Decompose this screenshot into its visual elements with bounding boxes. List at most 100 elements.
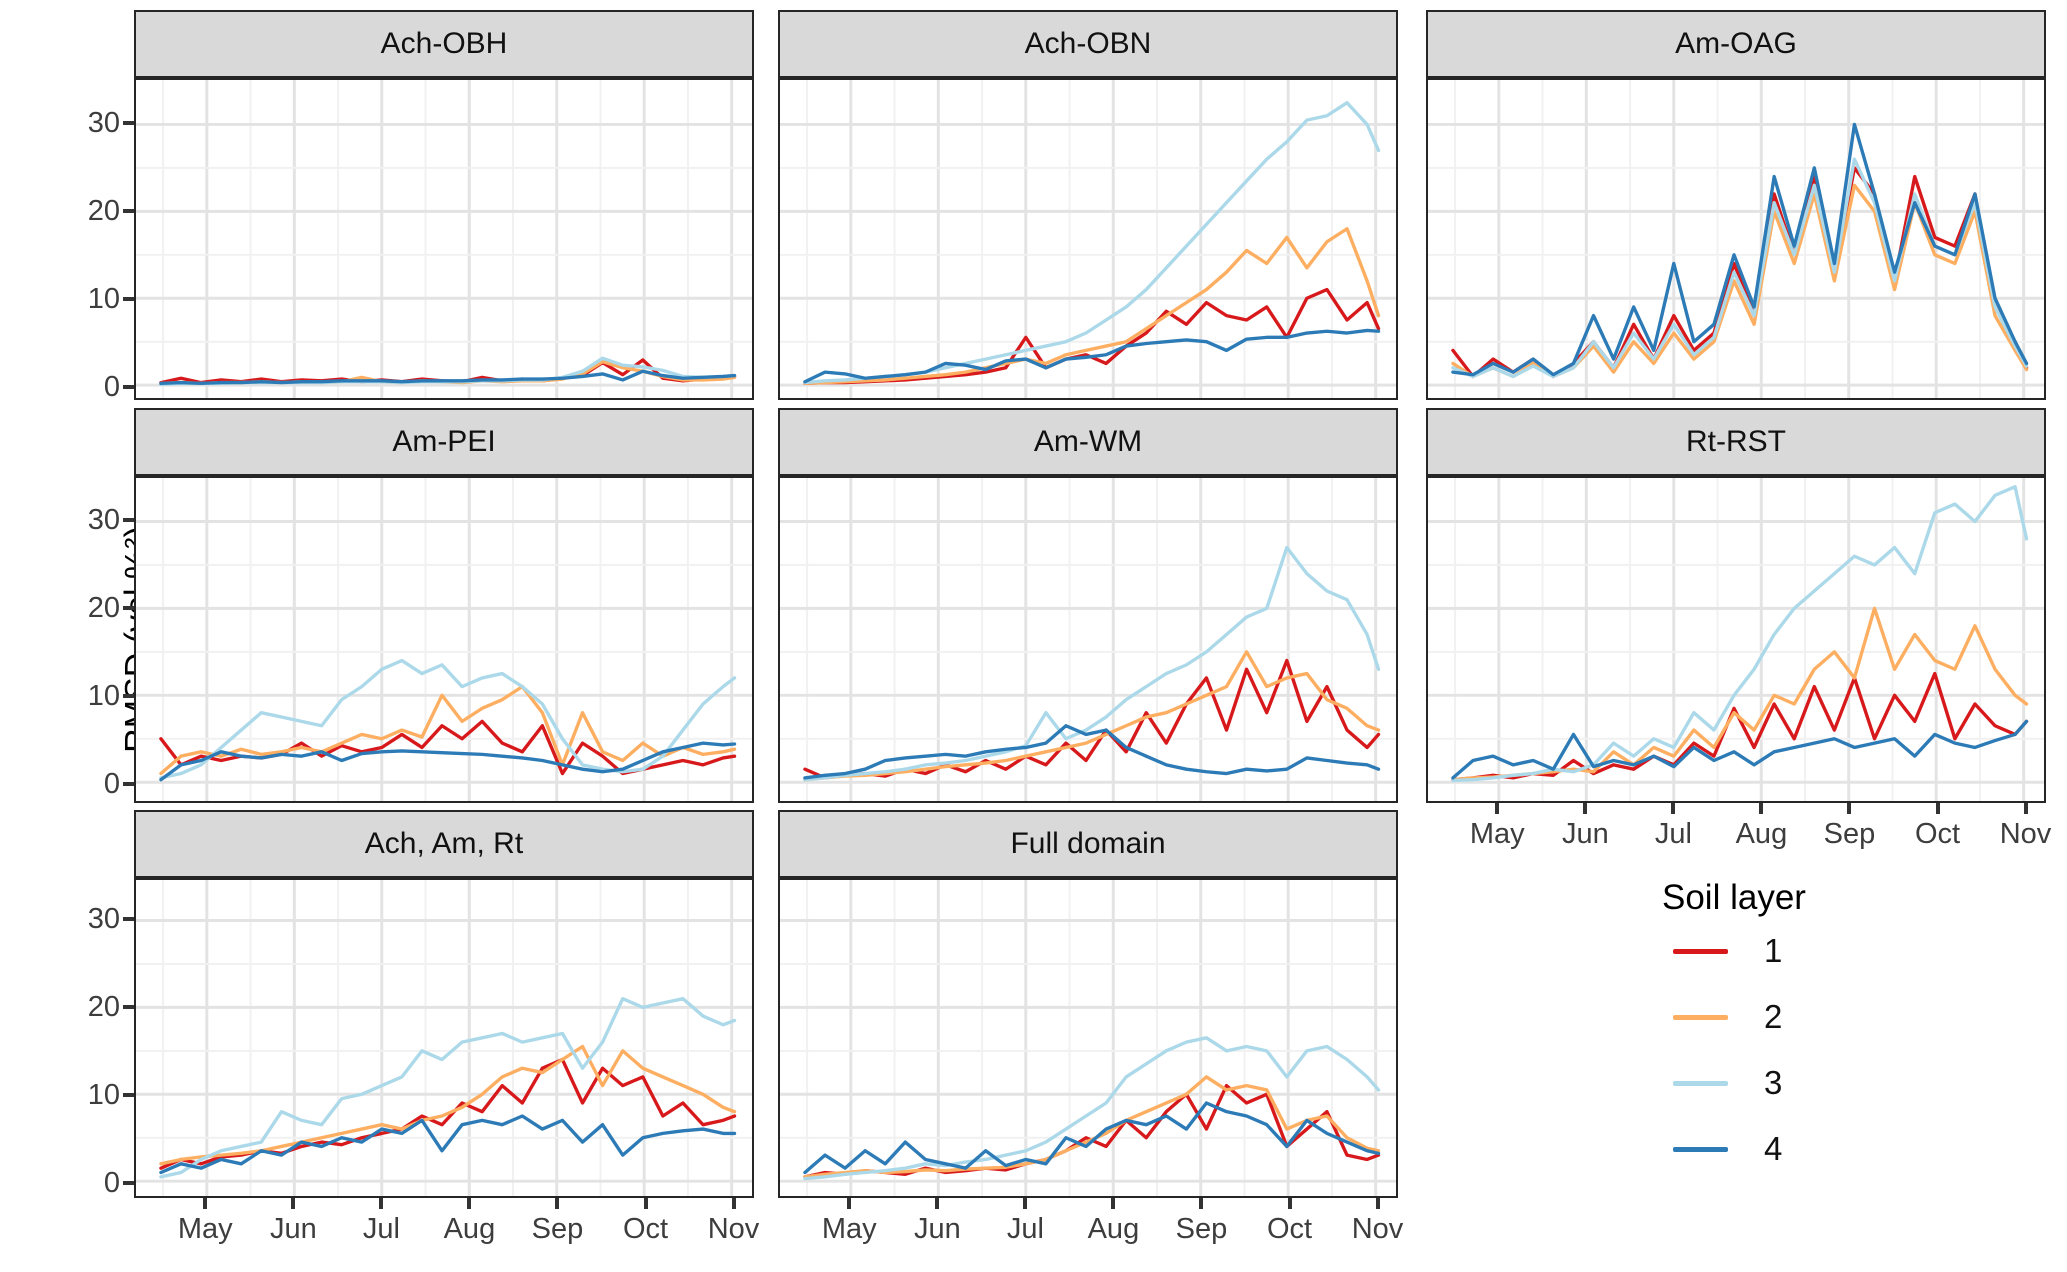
- x-tick-label: Jul: [362, 1213, 400, 1245]
- x-tick-mark: [1583, 803, 1588, 814]
- panel-plot-am-wm: [778, 476, 1398, 803]
- panel-strip-am-oag: Am-OAG: [1426, 10, 2046, 78]
- legend-label: 2: [1764, 998, 1783, 1035]
- legend-label: 1: [1764, 932, 1783, 969]
- y-tick-label: 10: [87, 283, 120, 315]
- x-tick-label: Oct: [1266, 1213, 1313, 1245]
- x-tick-label: May: [1469, 818, 1525, 850]
- x-tick-label: Sep: [1823, 818, 1876, 850]
- y-tick-mark: [123, 1093, 134, 1097]
- panel-title: Ach-OBN: [1024, 27, 1152, 60]
- x-tick-mark: [847, 1198, 852, 1209]
- legend-entry-layer-3: 3: [1630, 1050, 2050, 1116]
- series-line-layer-3: [1451, 485, 2029, 783]
- x-tick-mark: [1847, 803, 1852, 814]
- x-tick-label: Nov: [707, 1213, 760, 1245]
- y-tick-label: 30: [87, 903, 120, 935]
- series-line-layer-4: [159, 369, 737, 386]
- panel-title: Ach, Am, Rt: [364, 827, 524, 860]
- y-tick-label: 0: [103, 1167, 120, 1199]
- x-tick-mark: [379, 1198, 384, 1209]
- y-tick-label: 30: [87, 504, 120, 536]
- x-tick-label: Jun: [269, 1213, 317, 1245]
- y-tick-mark: [123, 782, 134, 786]
- y-tick-mark: [123, 518, 134, 522]
- legend-entry-layer-4: 4: [1630, 1116, 2050, 1182]
- series-line-layer-4: [803, 1101, 1381, 1175]
- x-tick-label: Oct: [622, 1213, 669, 1245]
- series-line-layer-3: [159, 658, 737, 780]
- x-tick-mark: [2023, 803, 2028, 814]
- series-line-layer-2: [803, 1075, 1381, 1179]
- x-tick-mark: [1199, 1198, 1204, 1209]
- series-line-layer-2: [803, 650, 1381, 782]
- y-tick-label: 20: [87, 195, 120, 227]
- x-tick-mark: [1495, 803, 1500, 814]
- panel-title: Am-PEI: [392, 425, 496, 458]
- y-tick-mark: [123, 917, 134, 921]
- x-tick-label: Jul: [1654, 818, 1692, 850]
- panel-title: Full domain: [1010, 827, 1166, 860]
- x-tick-label: Sep: [531, 1213, 584, 1245]
- panel-plot-rt-rst: [1426, 476, 2046, 803]
- panel-strip-ach-obn: Ach-OBN: [778, 10, 1398, 78]
- y-tick-label: 0: [103, 768, 120, 800]
- panel-strip-ach-am-rt: Ach, Am, Rt: [134, 810, 754, 878]
- series-line-layer-2: [159, 684, 737, 776]
- legend-entries: 1 2 3 4: [1630, 918, 2050, 1182]
- x-tick-label: May: [821, 1213, 877, 1245]
- y-tick-mark: [123, 121, 134, 125]
- series-line-layer-4: [1451, 122, 2029, 377]
- panel-plot-am-oag: [1426, 78, 2046, 400]
- legend-key-line-icon: [1673, 1146, 1728, 1152]
- x-tick-mark: [467, 1198, 472, 1209]
- series-line-layer-4: [159, 741, 737, 782]
- panel-plot-ach-obh: [134, 78, 754, 400]
- series-line-layer-3: [803, 101, 1381, 385]
- x-tick-mark: [1671, 803, 1676, 814]
- legend-title: Soil layer: [1662, 878, 1806, 917]
- y-tick-mark: [123, 1005, 134, 1009]
- x-tick-mark: [643, 1198, 648, 1209]
- y-tick-mark: [123, 385, 134, 389]
- legend-entry-layer-2: 2: [1630, 984, 2050, 1050]
- x-tick-mark: [1111, 1198, 1116, 1209]
- legend-label: 3: [1764, 1064, 1783, 1101]
- panel-plot-ach-obn: [778, 78, 1398, 400]
- legend-soil-layer: Soil layer 1 2 3 4: [1630, 878, 2050, 1182]
- x-tick-mark: [935, 1198, 940, 1209]
- panel-title: Ach-OBH: [380, 27, 508, 60]
- panel-strip-rt-rst: Rt-RST: [1426, 408, 2046, 476]
- panel-title: Rt-RST: [1686, 425, 1786, 458]
- legend-key-line-icon: [1673, 948, 1728, 954]
- x-tick-label: Aug: [1735, 818, 1788, 850]
- y-tick-label: 10: [87, 1079, 120, 1111]
- legend-key-line-icon: [1673, 1014, 1728, 1020]
- y-tick-label: 20: [87, 592, 120, 624]
- x-tick-mark: [555, 1198, 560, 1209]
- legend-label: 4: [1764, 1130, 1783, 1167]
- x-tick-mark: [731, 1198, 736, 1209]
- series-line-layer-4: [1451, 719, 2029, 780]
- panel-title: Am-OAG: [1675, 27, 1797, 60]
- y-tick-mark: [123, 694, 134, 698]
- x-tick-label: Nov: [1351, 1213, 1404, 1245]
- legend-entry-layer-1: 1: [1630, 918, 2050, 984]
- legend-key-line-icon: [1673, 1080, 1728, 1086]
- series-line-layer-2: [1451, 606, 2029, 782]
- y-tick-label: 10: [87, 680, 120, 712]
- x-tick-mark: [1287, 1198, 1292, 1209]
- panel-strip-full-domain: Full domain: [778, 810, 1398, 878]
- series-line-layer-4: [803, 328, 1381, 384]
- panel-strip-am-pei: Am-PEI: [134, 408, 754, 476]
- x-tick-mark: [1759, 803, 1764, 814]
- x-tick-mark: [203, 1198, 208, 1209]
- x-tick-label: Aug: [443, 1213, 496, 1245]
- x-tick-label: May: [177, 1213, 233, 1245]
- x-tick-mark: [291, 1198, 296, 1209]
- x-tick-mark: [1023, 1198, 1028, 1209]
- x-tick-mark: [1375, 1198, 1380, 1209]
- panel-plot-full-domain: [778, 878, 1398, 1198]
- y-tick-mark: [123, 1181, 134, 1185]
